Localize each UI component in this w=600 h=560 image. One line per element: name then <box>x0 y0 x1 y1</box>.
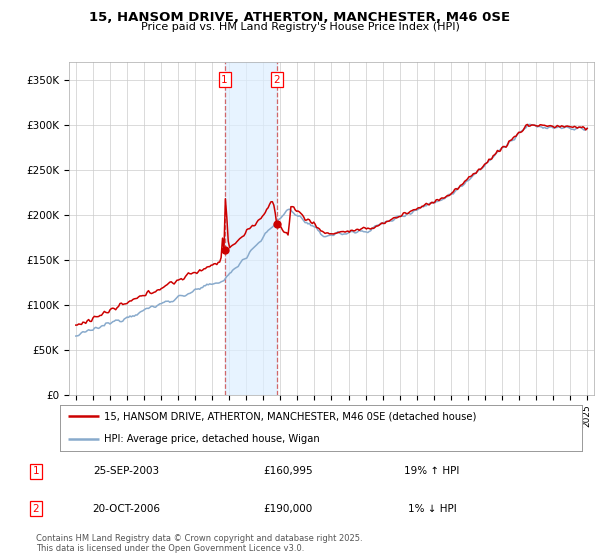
Text: £160,995: £160,995 <box>263 466 313 476</box>
Text: 2: 2 <box>274 74 280 85</box>
Text: 15, HANSOM DRIVE, ATHERTON, MANCHESTER, M46 0SE (detached house): 15, HANSOM DRIVE, ATHERTON, MANCHESTER, … <box>104 412 477 421</box>
Text: 19% ↑ HPI: 19% ↑ HPI <box>404 466 460 476</box>
Text: HPI: Average price, detached house, Wigan: HPI: Average price, detached house, Wiga… <box>104 435 320 444</box>
Text: 2: 2 <box>32 504 40 514</box>
Text: 1% ↓ HPI: 1% ↓ HPI <box>407 504 457 514</box>
Text: 1: 1 <box>221 74 228 85</box>
Text: Contains HM Land Registry data © Crown copyright and database right 2025.
This d: Contains HM Land Registry data © Crown c… <box>36 534 362 553</box>
Text: 25-SEP-2003: 25-SEP-2003 <box>93 466 159 476</box>
Text: 15, HANSOM DRIVE, ATHERTON, MANCHESTER, M46 0SE: 15, HANSOM DRIVE, ATHERTON, MANCHESTER, … <box>89 11 511 24</box>
Text: 1: 1 <box>32 466 40 476</box>
Text: Price paid vs. HM Land Registry's House Price Index (HPI): Price paid vs. HM Land Registry's House … <box>140 22 460 32</box>
Bar <box>224 62 277 395</box>
Text: 20-OCT-2006: 20-OCT-2006 <box>92 504 160 514</box>
Text: £190,000: £190,000 <box>263 504 313 514</box>
